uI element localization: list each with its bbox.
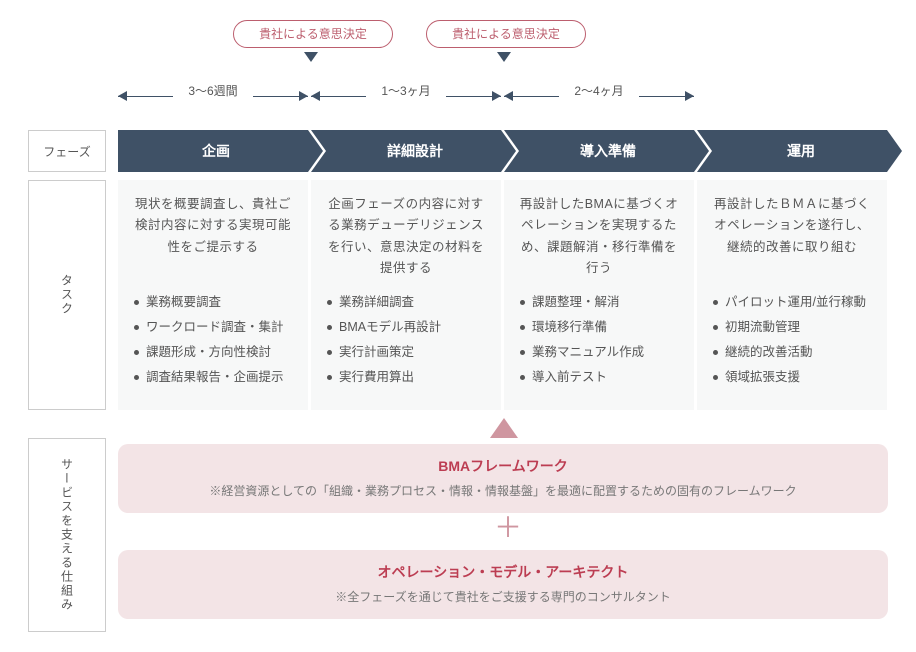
decision-arrow-1	[304, 52, 318, 62]
decision-callout-2: 貴社による意思決定	[426, 20, 586, 48]
task-item: 実行計画策定	[325, 340, 487, 365]
task-item: 環境移行準備	[518, 315, 680, 340]
service-box-1: BMAフレームワーク ※経営資源としての「組織・業務プロセス・情報・情報基盤」を…	[118, 444, 888, 513]
duration-2-label: 1～3ヶ月	[366, 82, 446, 99]
task-item: 調査結果報告・企画提示	[132, 365, 294, 390]
task-item: 課題形成・方向性検討	[132, 340, 294, 365]
task-list-3: 課題整理・解消 環境移行準備 業務マニュアル作成 導入前テスト	[518, 290, 680, 390]
phase-row: 企画 詳細設計 導入準備 運用	[118, 130, 888, 172]
task-desc-1: 現状を概要調査し、貴社ご検討内容に対する実現可能性をご提示する	[132, 194, 294, 280]
service-box-2: オペレーション・モデル・アーキテクト ※全フェーズを通じて貴社をご支援する専門の…	[118, 550, 888, 619]
service-box-1-title: BMAフレームワーク	[128, 456, 878, 476]
phase-1: 企画	[118, 130, 308, 172]
duration-1-label: 3～6週間	[173, 82, 253, 99]
task-col-4: 再設計したＢＭＡに基づくオペレーションを遂行し、継続的改善に取り組む パイロット…	[697, 180, 887, 410]
task-item: 課題整理・解消	[518, 290, 680, 315]
task-item: ワークロード調査・集計	[132, 315, 294, 340]
task-item: パイロット運用/並行稼動	[711, 290, 873, 315]
task-item: 導入前テスト	[518, 365, 680, 390]
task-desc-3: 再設計したBMAに基づくオペレーションを実現するため、課題解消・移行準備を行う	[518, 194, 680, 280]
duration-3-label: 2～4ヶ月	[559, 82, 639, 99]
service-box-2-desc: ※全フェーズを通じて貴社をご支援する専門のコンサルタント	[128, 588, 878, 605]
task-col-2: 企画フェーズの内容に対する業務デューデリジェンスを行い、意思決定の材料を提供する…	[311, 180, 501, 410]
rowlabel-task-text: タスク	[59, 274, 76, 316]
task-list-1: 業務概要調査 ワークロード調査・集計 課題形成・方向性検討 調査結果報告・企画提…	[132, 290, 294, 390]
rowlabel-task: タスク	[28, 180, 106, 410]
task-item: 業務マニュアル作成	[518, 340, 680, 365]
service-box-2-title: オペレーション・モデル・アーキテクト	[128, 562, 878, 582]
duration-2: 1～3ヶ月	[311, 86, 501, 106]
service-box-1-desc: ※経営資源としての「組織・業務プロセス・情報・情報基盤」を最適に配置するための固…	[128, 482, 878, 499]
rowlabel-service-text: サービスを支える仕組み	[59, 458, 76, 612]
task-item: 業務概要調査	[132, 290, 294, 315]
task-item: 領域拡張支援	[711, 365, 873, 390]
task-item: 初期流動管理	[711, 315, 873, 340]
phase-4: 運用	[697, 130, 887, 172]
task-desc-4: 再設計したＢＭＡに基づくオペレーションを遂行し、継続的改善に取り組む	[711, 194, 873, 280]
task-desc-2: 企画フェーズの内容に対する業務デューデリジェンスを行い、意思決定の材料を提供する	[325, 194, 487, 280]
phase-2: 詳細設計	[311, 130, 501, 172]
rowlabel-phase-text: フェーズ	[43, 143, 90, 160]
task-col-3: 再設計したBMAに基づくオペレーションを実現するため、課題解消・移行準備を行う …	[504, 180, 694, 410]
rowlabel-phase: フェーズ	[28, 130, 106, 172]
rowlabel-service: サービスを支える仕組み	[28, 438, 106, 632]
plus-icon: ＋	[494, 514, 522, 542]
task-list-2: 業務詳細調査 BMAモデル再設計 実行計画策定 実行費用算出	[325, 290, 487, 390]
task-item: BMAモデル再設計	[325, 315, 487, 340]
decision-callout-1: 貴社による意思決定	[233, 20, 393, 48]
task-col-1: 現状を概要調査し、貴社ご検討内容に対する実現可能性をご提示する 業務概要調査 ワ…	[118, 180, 308, 410]
duration-row: 3～6週間 1～3ヶ月 2～4ヶ月	[118, 86, 888, 116]
duration-3: 2～4ヶ月	[504, 86, 694, 106]
task-item: 業務詳細調査	[325, 290, 487, 315]
task-item: 実行費用算出	[325, 365, 487, 390]
task-list-4: パイロット運用/並行稼動 初期流動管理 継続的改善活動 領域拡張支援	[711, 290, 873, 390]
task-item: 継続的改善活動	[711, 340, 873, 365]
triangle-icon	[490, 418, 518, 438]
phase-3: 導入準備	[504, 130, 694, 172]
decision-arrow-2	[497, 52, 511, 62]
duration-1: 3～6週間	[118, 86, 308, 106]
